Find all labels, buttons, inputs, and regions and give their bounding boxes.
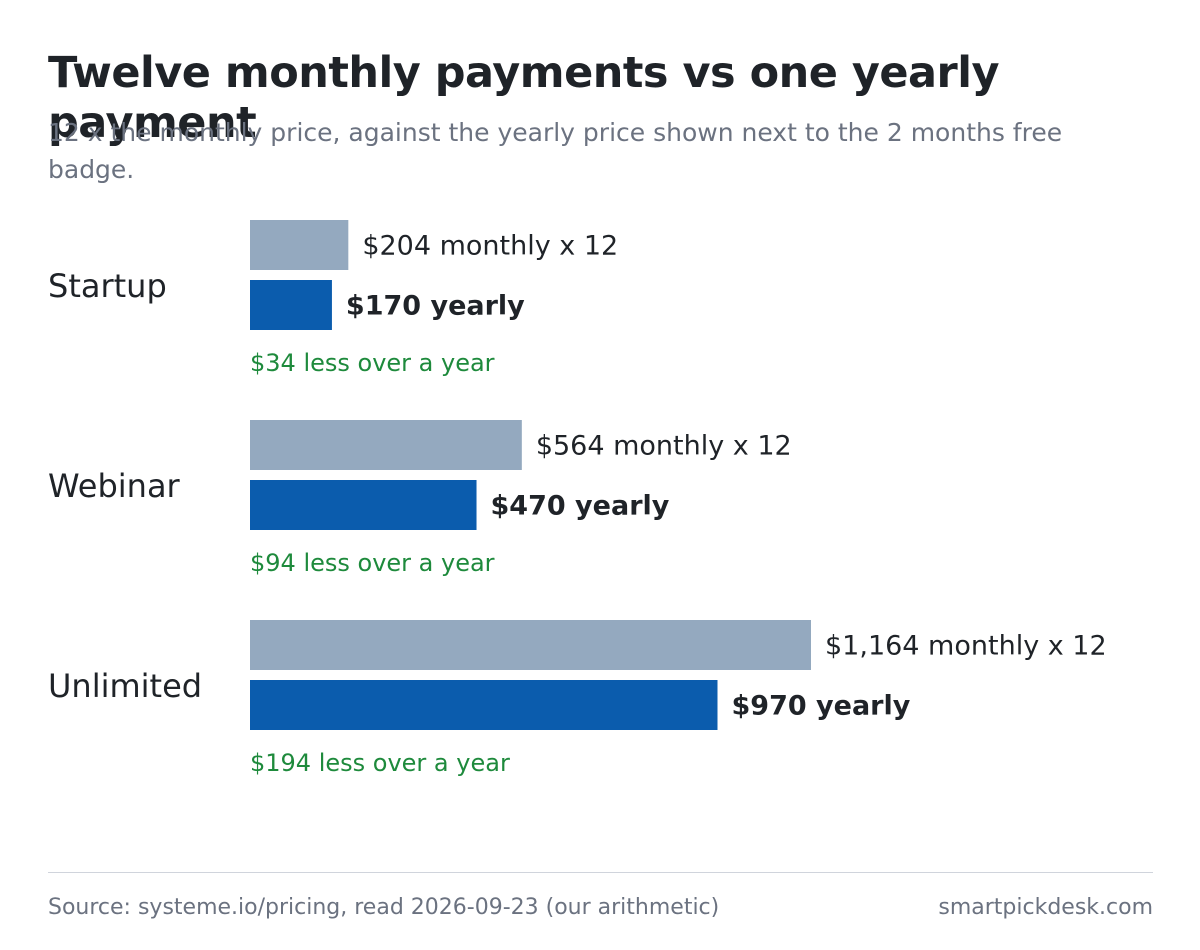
bar <box>250 280 332 330</box>
credit: smartpickdesk.com <box>938 895 1153 920</box>
category-label: Unlimited <box>48 667 202 705</box>
bar <box>250 220 349 270</box>
category-label: Webinar <box>48 467 181 505</box>
chart-subtitle: 12 x the monthly price, against the year… <box>48 118 1063 184</box>
value-label: $564 monthly x 12 <box>536 431 792 462</box>
category-label: Startup <box>48 267 167 305</box>
value-label: $170 yearly <box>346 291 525 322</box>
value-label: $204 monthly x 12 <box>362 231 618 262</box>
footer-rule <box>48 872 1153 873</box>
value-label: $970 yearly <box>732 691 911 722</box>
value-label: $1,164 monthly x 12 <box>825 631 1107 662</box>
source: Source: systeme.io/pricing, read 2026-09… <box>48 895 720 920</box>
bar <box>250 680 718 730</box>
bar <box>250 420 522 470</box>
value-label: $470 yearly <box>491 491 670 522</box>
bar <box>250 620 811 670</box>
annotation: $34 less over a year <box>250 349 495 377</box>
chart: Startup $204 monthly x 12 $170 yearly $34 l… <box>48 220 1107 777</box>
bar <box>250 480 477 530</box>
chart-title: Twelve monthly payments vs one yearly pa… <box>48 48 1000 148</box>
annotation: $194 less over a year <box>250 749 510 777</box>
annotation: $94 less over a year <box>250 549 495 577</box>
